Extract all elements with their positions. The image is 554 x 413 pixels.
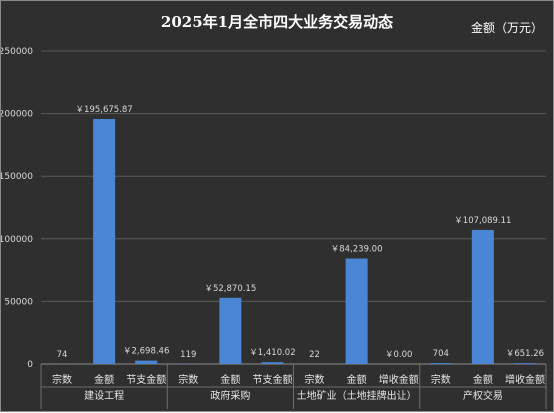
data-label: 22 [309,350,320,360]
category-label: 增收金额 [379,373,419,386]
category-label: 金额 [220,373,240,386]
category-label: 增收金额 [505,373,545,386]
bar [135,361,157,364]
data-label: ￥1,410.02 [249,348,295,358]
bar [472,230,494,364]
category-label: 金额 [94,373,114,386]
data-label: ￥84,239.00 [331,245,383,255]
data-label: ￥651.26 [506,349,544,359]
bar [93,119,115,364]
category-label: 宗数 [52,373,72,386]
category-label: 节支金额 [252,373,292,386]
bar [219,298,241,364]
bar [346,259,368,364]
group-label: 政府采购 [210,389,250,402]
category-label: 节支金额 [126,373,166,386]
y-tick-label: 50000 [4,297,33,307]
data-label: ￥0.00 [385,350,412,360]
data-label: 119 [180,350,196,360]
category-label: 金额 [347,373,367,386]
data-label: ￥107,089.11 [454,216,511,226]
data-label: 74 [57,350,68,360]
y-tick-label: 150000 [1,172,33,182]
y-tick-label: 200000 [1,110,33,120]
bar [514,363,536,364]
category-label: 宗数 [178,373,198,386]
y-tick-label: 0 [27,360,33,370]
group-label: 土地矿业（土地挂牌出让） [297,389,417,402]
category-label: 金额 [473,373,493,386]
y-tick-label: 250000 [1,47,33,57]
data-label: ￥52,870.15 [204,284,256,294]
bar [430,363,452,364]
y-tick-label: 100000 [1,235,33,245]
category-label: 宗数 [431,373,451,386]
bar [261,362,283,364]
group-label: 建设工程 [84,389,124,402]
data-label: ￥195,675.87 [76,105,133,115]
data-label: ￥2,698.46 [123,347,169,357]
category-label: 宗数 [305,373,325,386]
group-label: 产权交易 [463,389,503,402]
data-label: 704 [433,349,449,359]
